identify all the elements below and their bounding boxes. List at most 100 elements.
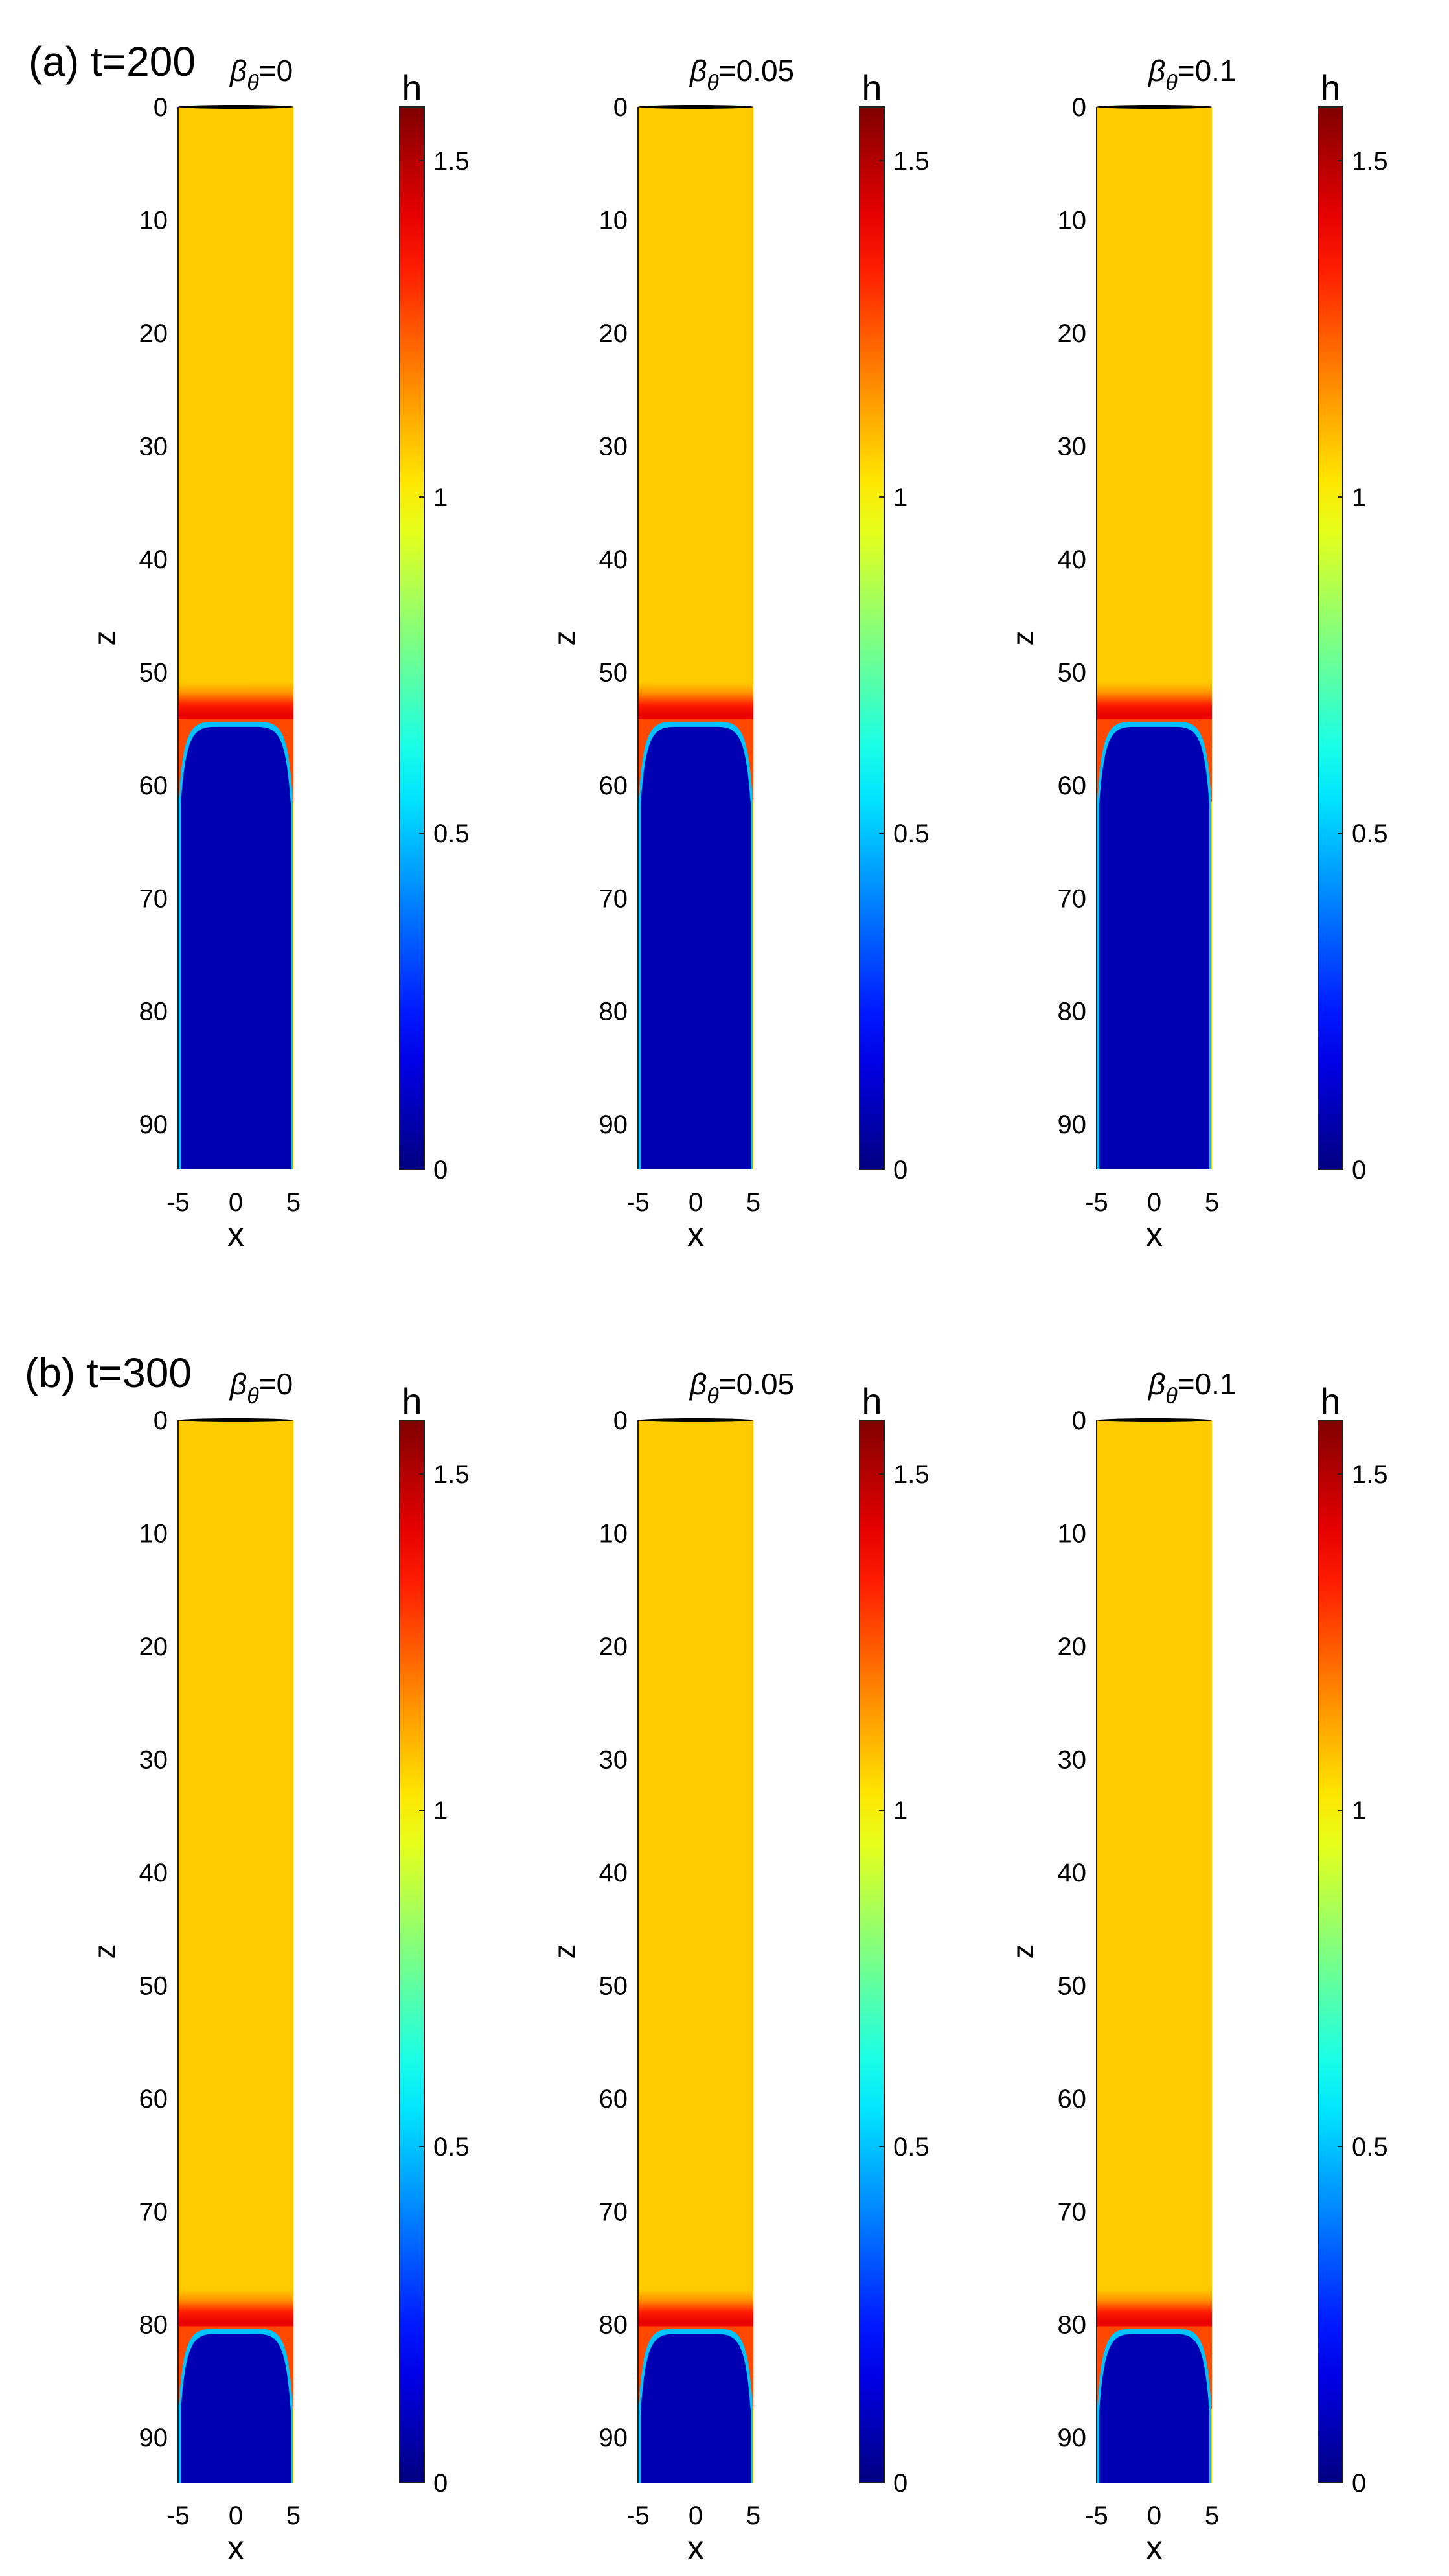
y-tick-label: 40 [1058,1859,1087,1887]
colorbar-title: h [402,67,422,108]
x-axis-label: x [1146,1216,1163,1254]
inlet-edge [1097,105,1212,109]
colorbar-tick-label: 1.5 [433,147,470,176]
inlet-edge [638,1418,753,1422]
field-dry-region [641,2334,751,2483]
field-front-band [178,682,293,724]
panel-row0-col0: 0 10 20 30 40 50 60 70 80 90 z -5 0 5 x βθ=0 h 0 0.5 1 1.5 [87,54,470,1254]
colorbar-title: h [1320,67,1340,108]
x-tick-label: 5 [1205,2501,1219,2530]
field-dry-region [1099,726,1209,1169]
y-axis-label: z [1006,631,1040,646]
y-tick-label: 10 [599,206,628,235]
y-tick-label: 90 [139,2424,168,2452]
y-tick-label: 20 [1058,1633,1087,1661]
y-tick-label: 90 [139,1110,168,1139]
field-front-band [638,682,753,724]
x-tick-label: 0 [689,1188,703,1217]
y-tick-label: 60 [139,2085,168,2113]
y-tick-label: 40 [1058,546,1087,574]
y-axis-label: z [547,631,581,646]
panel-beta-title: βθ=0.05 [689,1367,794,1409]
colorbar-tick-label: 1.5 [433,1460,470,1489]
y-tick-label: 0 [154,93,168,122]
colorbar [1318,106,1343,1170]
colorbar [399,106,425,1170]
x-tick-label: 5 [1205,1188,1219,1217]
field-dry-region [1099,2334,1209,2483]
x-tick-label: 5 [286,2501,301,2530]
y-tick-label: 10 [1058,206,1087,235]
x-axis-label: x [687,2529,704,2567]
x-axis-label: x [687,1216,704,1254]
y-tick-label: 0 [1072,93,1086,122]
y-tick-label: 20 [599,319,628,348]
colorbar [1318,1420,1343,2483]
y-tick-label: 90 [1058,2424,1087,2452]
y-tick-label: 20 [1058,319,1087,348]
x-tick-label: 0 [229,1188,243,1217]
colorbar-tick-label: 1 [433,1797,448,1825]
y-tick-label: 90 [599,1110,628,1139]
y-tick-label: 30 [599,1745,628,1774]
y-tick-label: 50 [599,658,628,687]
colorbar-tick-label: 0.5 [433,2133,470,2161]
y-tick-label: 0 [613,1407,628,1435]
colorbar-tick-label: 0 [893,2469,907,2498]
x-tick-label: 0 [1147,1188,1161,1217]
colorbar-tick-label: 1.5 [1352,1460,1388,1489]
y-tick-label: 60 [1058,2085,1087,2113]
y-tick-label: 30 [599,432,628,461]
x-tick-label: 0 [229,2501,243,2530]
y-tick-label: 90 [1058,1110,1087,1139]
y-tick-label: 30 [1058,432,1087,461]
field-front-band [178,2289,293,2331]
y-tick-label: 50 [1058,1972,1087,2000]
colorbar-tick-label: 0 [433,1156,448,1184]
x-tick-label: -5 [166,1188,190,1217]
y-tick-label: 10 [1058,1519,1087,1548]
row-a-title: (a) t=200 [29,38,196,85]
y-tick-label: 20 [139,319,168,348]
y-tick-label: 50 [1058,658,1087,687]
colorbar-tick-label: 0 [1352,1156,1366,1184]
inlet-edge [638,105,753,109]
panel-beta-title: βθ=0.05 [689,54,794,95]
colorbar-tick-label: 0.5 [893,820,930,848]
y-tick-label: 40 [139,1859,168,1887]
colorbar-tick-label: 0 [1352,2469,1366,2498]
colorbar-tick-label: 0.5 [893,2133,930,2161]
row-b-title: (b) t=300 [25,1350,192,1396]
y-axis-label: z [87,631,121,646]
field-dry-region [181,2334,291,2483]
colorbar-title: h [402,1381,422,1421]
panel-row1-col1: 0 10 20 30 40 50 60 70 80 90 z -5 0 5 x βθ=0.05 h 0 0.5 1 1.… [547,1367,930,2567]
y-tick-label: 20 [599,1633,628,1661]
colorbar-tick-label: 0.5 [1352,820,1388,848]
colorbar-tick-label: 1.5 [1352,147,1388,176]
panel-beta-title: βθ=0 [229,54,293,95]
x-tick-label: -5 [1085,1188,1108,1217]
panel-row1-col2: 0 10 20 30 40 50 60 70 80 90 z -5 0 5 x βθ=0.1 h 0 0.5 1 1.5 [1006,1367,1388,2567]
colorbar-title: h [1320,1381,1340,1421]
colorbar-title: h [861,1381,882,1421]
panel-beta-title: βθ=0.1 [1147,1367,1237,1409]
y-tick-label: 60 [599,2085,628,2113]
y-tick-label: 80 [139,2311,168,2340]
y-tick-label: 30 [139,432,168,461]
y-tick-label: 50 [139,658,168,687]
x-tick-label: -5 [166,2501,190,2530]
y-tick-label: 30 [1058,1745,1087,1774]
y-tick-label: 70 [1058,884,1087,913]
y-axis-label: z [547,1944,581,1959]
y-tick-label: 70 [599,884,628,913]
colorbar-tick-label: 0 [433,2469,448,2498]
colorbar-tick-label: 1.5 [893,147,930,176]
colorbar-tick-label: 0.5 [1352,2133,1388,2161]
inlet-edge [178,1418,293,1422]
colorbar-title: h [861,67,882,108]
y-tick-label: 40 [599,1859,628,1887]
x-axis-label: x [227,1216,244,1254]
y-tick-label: 70 [139,2198,168,2226]
